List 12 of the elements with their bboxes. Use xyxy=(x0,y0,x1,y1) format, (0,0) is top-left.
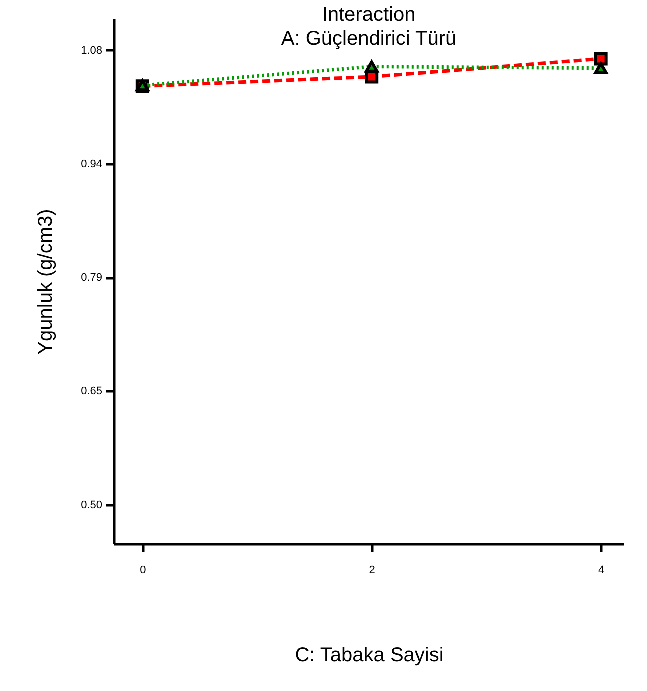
y-tick-label: 0.50 xyxy=(81,499,102,512)
x-tick-label: 2 xyxy=(369,564,376,576)
x-tick-label: 4 xyxy=(598,564,605,576)
y-tick-label: 0.94 xyxy=(81,158,102,170)
chart-title: Interaction xyxy=(322,4,416,26)
y-tick-label: 1.08 xyxy=(81,44,102,57)
x-tick-label: 0 xyxy=(140,564,146,576)
y-tick-label: 0.65 xyxy=(81,386,102,398)
y-tick-label: 0.79 xyxy=(81,272,102,284)
x-axis-title: C: Tabaka Sayisi xyxy=(295,644,444,666)
y-axis-title: Ygunluk (g/cm3) xyxy=(35,209,58,355)
chart-subtitle: A: Güçlendirici Türü xyxy=(281,28,457,50)
